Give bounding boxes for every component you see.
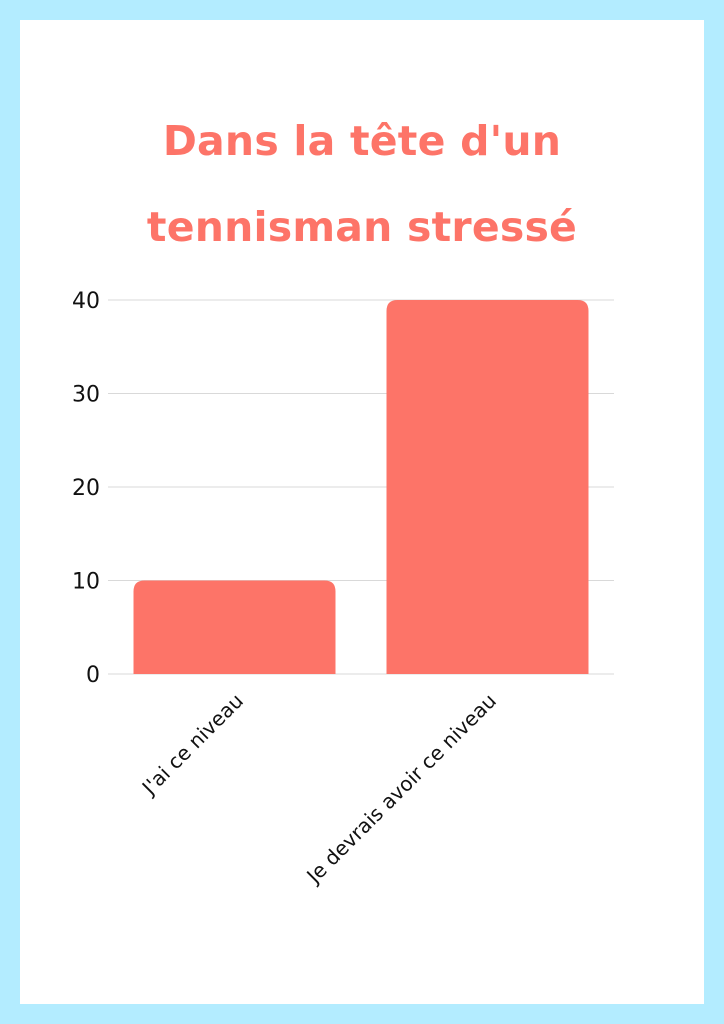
- y-tick-label-0: 0: [86, 663, 100, 688]
- x-category-label-2: Je devrais avoir ce niveau: [300, 689, 501, 890]
- y-tick-label-20: 20: [72, 476, 100, 501]
- bar-1: [133, 580, 336, 674]
- chart-title-line-2: tennisman stressé: [146, 203, 578, 251]
- chart-title: Dans la tête d'un tennisman stressé: [20, 98, 704, 270]
- y-tick-label-10: 10: [72, 570, 100, 595]
- y-tick-label-30: 30: [72, 383, 100, 408]
- x-category-label-1: J'ai ce niveau: [136, 689, 248, 801]
- y-tick-label-40: 40: [72, 289, 100, 314]
- bar-2: [386, 300, 589, 674]
- chart-card: Dans la tête d'un tennisman stressé: [20, 20, 704, 1004]
- chart-title-line-1: Dans la tête d'un: [162, 117, 562, 165]
